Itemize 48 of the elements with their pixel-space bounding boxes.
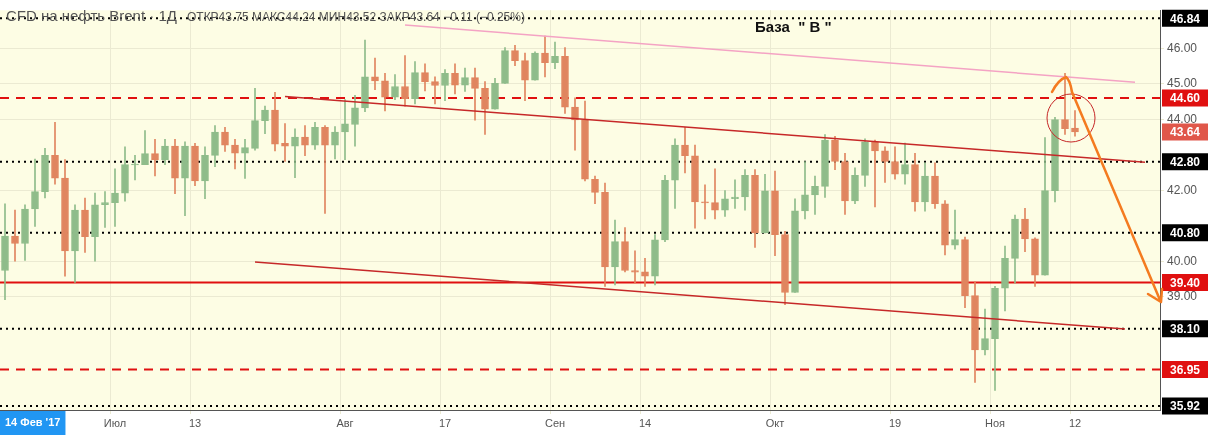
chart-title: CFD на нефть Brent · 1Д <box>6 7 177 25</box>
x-tick-label: 13 <box>188 416 202 429</box>
candlestick <box>1061 73 1069 135</box>
chart-subtitle: ОТКР43.75 МАКС44.24 МИН43.52 ЗАКР43.64 −0.11 (−0.25%) <box>186 10 525 25</box>
candlestick <box>811 175 819 215</box>
ref-line-label: 36.95 <box>1169 362 1201 377</box>
ref-line-label: 46.84 <box>1169 11 1201 26</box>
candlestick <box>151 139 159 177</box>
ref-line-label: 39.40 <box>1169 275 1201 290</box>
x-tick-label: 12 <box>1068 416 1082 429</box>
text: 14 Фев '17 <box>5 416 61 429</box>
candlestick <box>101 191 109 228</box>
candlestick <box>241 139 249 179</box>
candlestick <box>321 125 329 214</box>
candlestick <box>111 168 119 227</box>
y-tick-label: 45.00 <box>1167 76 1198 91</box>
candlestick <box>341 99 349 161</box>
x-tick-label: 19 <box>888 416 902 429</box>
candlestick <box>281 123 289 162</box>
candlestick <box>11 209 19 262</box>
x-tick-label: Авг <box>336 416 354 429</box>
x-tick-label: Окт <box>765 416 785 429</box>
candlestick <box>631 250 639 284</box>
ref-line-label: 40.80 <box>1169 226 1201 241</box>
candlestick <box>431 76 439 105</box>
x-tick-label: Сен <box>544 416 566 429</box>
y-tick-label: 40.00 <box>1167 253 1198 268</box>
candlestick <box>871 139 879 208</box>
y-tick-label: 42.00 <box>1167 182 1198 197</box>
ref-line-label: 35.92 <box>1169 399 1201 414</box>
candlestick <box>951 209 959 250</box>
candlestick <box>301 125 309 157</box>
text: 43.64 <box>1169 125 1201 140</box>
ref-line-label: 42.80 <box>1169 155 1201 170</box>
y-tick-label: 39.00 <box>1167 289 1198 304</box>
candlestick <box>131 155 139 181</box>
candlestick <box>701 184 709 220</box>
x-tick-label: Июл <box>103 416 127 429</box>
ref-line-label: 38.10 <box>1169 322 1201 336</box>
x-tick-label: 14 <box>638 416 652 429</box>
candlestick <box>291 128 299 179</box>
ref-line-label: 44.60 <box>1169 91 1201 106</box>
y-tick-label: 44.00 <box>1167 111 1198 126</box>
annotation: База " В " <box>755 18 832 36</box>
x-tick-label: 17 <box>438 416 452 429</box>
candlestick <box>711 168 719 220</box>
x-tick-label: Ноя <box>984 416 1006 429</box>
y-tick-label: 46.00 <box>1167 40 1198 55</box>
